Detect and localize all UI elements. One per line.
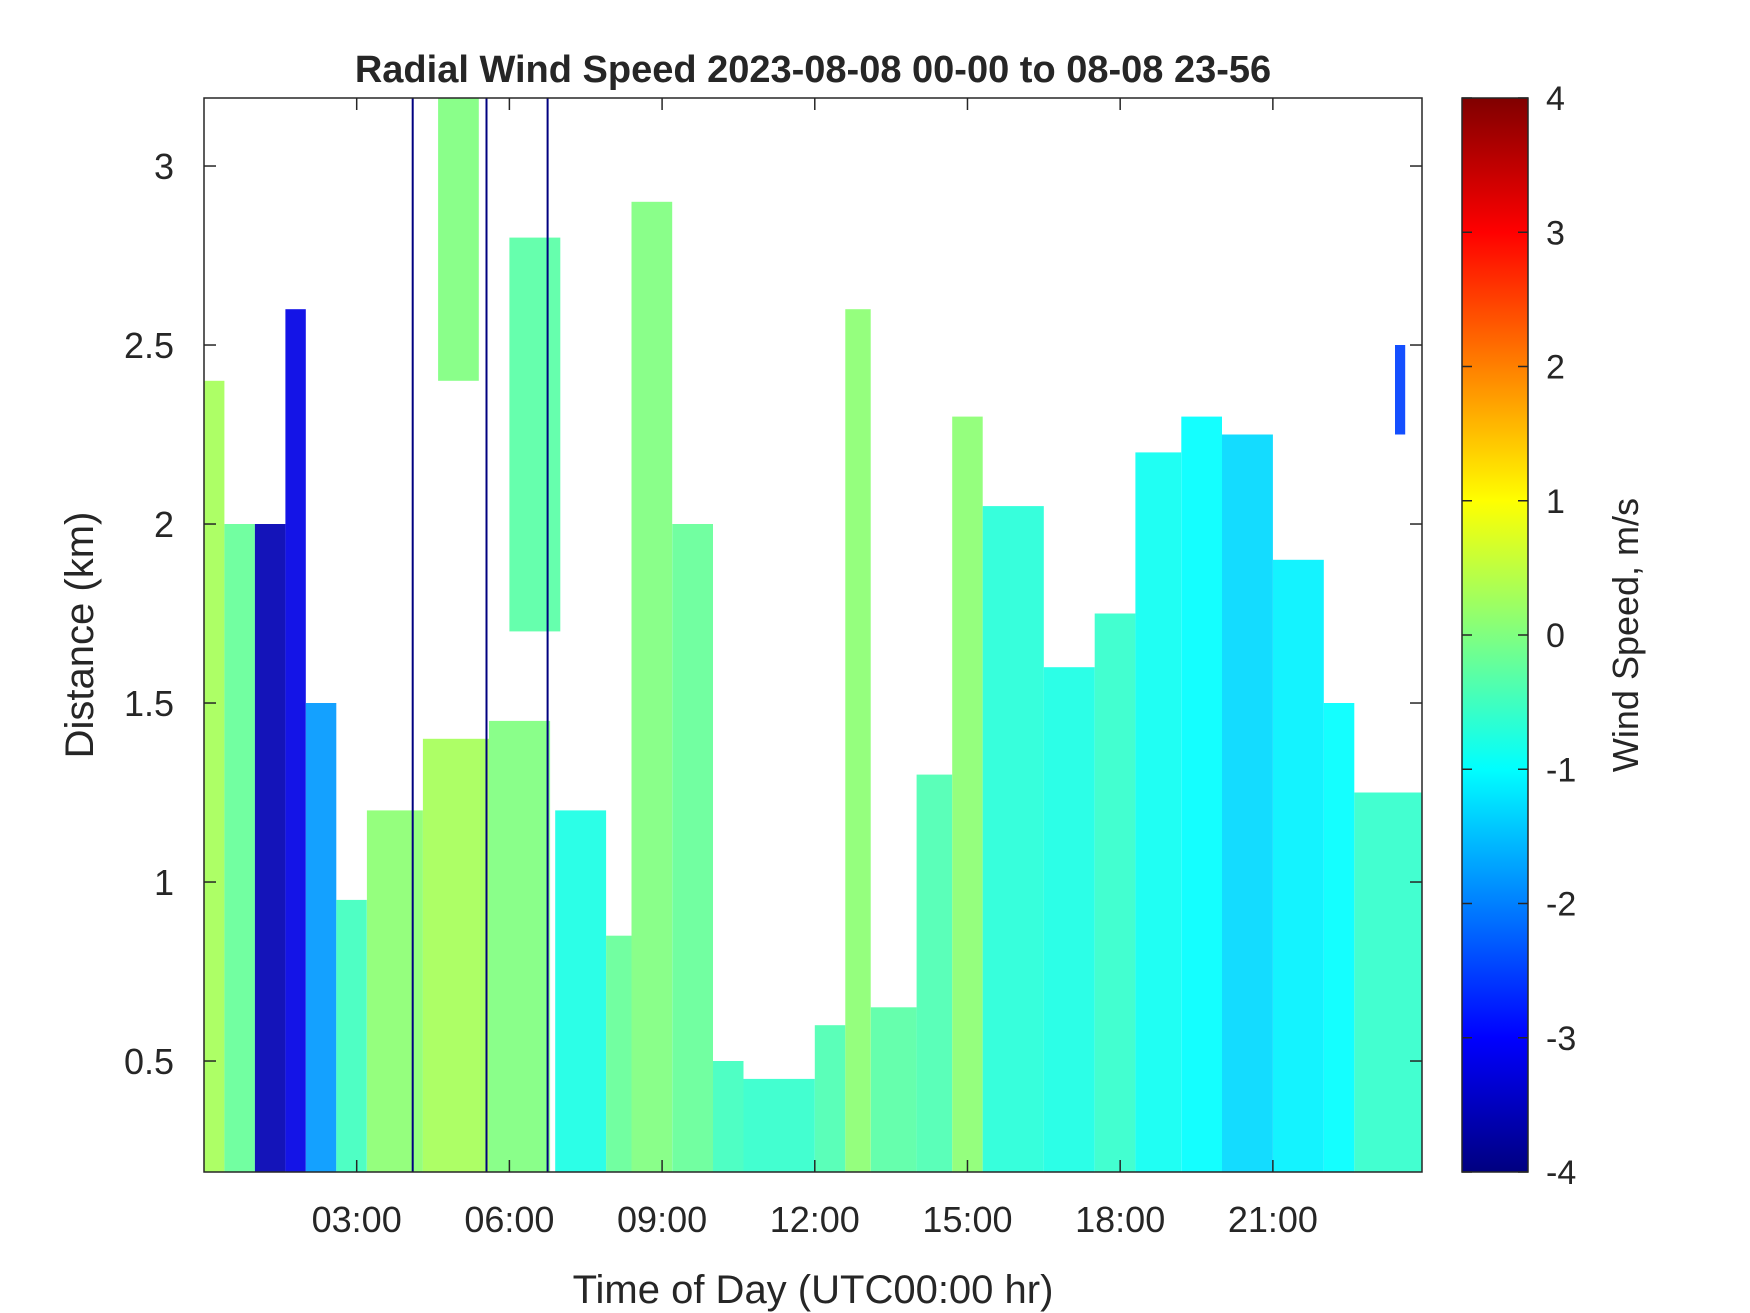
chart-title: Radial Wind Speed 2023-08-08 00-00 to 08… <box>355 49 1271 91</box>
plot-frame <box>203 97 1423 1173</box>
x-tick-label-0: 03:00 <box>312 1199 402 1240</box>
heatmap-region-23 <box>1043 667 1095 1172</box>
x-axis: 03:00 06:00 09:00 12:00 15:00 18:00 21:00 <box>312 98 1318 1240</box>
heatmap-region-30 <box>1354 792 1422 1172</box>
heatmap-region-4 <box>305 703 337 1172</box>
y-axis: 0.5 1 1.5 2 2.5 3 <box>124 146 1422 1082</box>
x-tick-label-5: 18:00 <box>1075 1199 1165 1240</box>
heatmap-region-27 <box>1222 434 1273 1172</box>
colorbar-tick-label-1: 3 <box>1546 214 1565 252</box>
colorbar: 4 3 2 1 0 -1 -2 -3 -4 <box>1461 80 1576 1192</box>
heatmap-region-9 <box>489 720 551 1172</box>
heatmap-region-31 <box>1395 345 1406 435</box>
heatmap-region-3 <box>285 309 306 1172</box>
x-tick-label-2: 09:00 <box>617 1199 707 1240</box>
x-tick-label-1: 06:00 <box>464 1199 554 1240</box>
colorbar-tick-label-8: -4 <box>1546 1154 1576 1192</box>
heatmap-region-7 <box>422 738 490 1172</box>
y-axis-label: Distance (km) <box>58 512 102 759</box>
y-tick-label-2: 1.5 <box>124 683 174 724</box>
heatmap-region-6 <box>366 810 423 1172</box>
heatmap-region-26 <box>1181 416 1222 1173</box>
heatmap-region-29 <box>1323 703 1355 1172</box>
heatmap-region-14 <box>672 524 713 1172</box>
y-tick-label-4: 2.5 <box>124 325 174 366</box>
x-axis-label: Time of Day (UTC00:00 hr) <box>573 1268 1054 1312</box>
y-tick-label-5: 3 <box>154 146 174 187</box>
heatmap-region-11 <box>555 810 607 1172</box>
colorbar-tick-label-4: 0 <box>1546 617 1565 655</box>
heatmap-region-5 <box>336 899 367 1172</box>
colorbar-tick-label-6: -2 <box>1546 886 1576 924</box>
heatmap-region-19 <box>870 1007 917 1172</box>
heatmap-region-24 <box>1094 613 1136 1172</box>
heatmap-region-8 <box>438 98 479 381</box>
heatmap-region-10 <box>509 237 561 632</box>
heatmap-region-13 <box>631 201 673 1173</box>
y-tick-label-3: 2 <box>154 504 174 545</box>
heatmap-region-28 <box>1272 559 1324 1172</box>
colorbar-gradient <box>1461 97 1529 1173</box>
x-tick-label-6: 21:00 <box>1228 1199 1318 1240</box>
heatmap-region-20 <box>916 774 953 1172</box>
heatmap-region-17 <box>814 1025 846 1172</box>
y-tick-label-1: 1 <box>154 862 174 903</box>
heatmap-plot-area <box>204 98 1422 1173</box>
heatmap-region-12 <box>606 935 632 1172</box>
heatmap-region-18 <box>845 309 871 1172</box>
colorbar-label: Wind Speed, m/s <box>1605 498 1646 772</box>
heatmap-region-21 <box>952 416 983 1173</box>
heatmap-region-1 <box>224 524 255 1172</box>
heatmap-region-16 <box>743 1078 815 1172</box>
y-tick-label-0: 0.5 <box>124 1041 174 1082</box>
heatmap-region-15 <box>713 1061 744 1172</box>
colorbar-tick-label-7: -3 <box>1546 1020 1576 1058</box>
x-tick-label-3: 12:00 <box>770 1199 860 1240</box>
heatmap-region-22 <box>982 506 1044 1173</box>
heatmap-region-25 <box>1135 452 1182 1172</box>
heatmap-region-0 <box>204 380 225 1172</box>
colorbar-tick-label-2: 2 <box>1546 349 1565 387</box>
x-tick-label-4: 15:00 <box>922 1199 1012 1240</box>
colorbar-tick-label-5: -1 <box>1546 751 1576 789</box>
colorbar-tick-label-3: 1 <box>1546 483 1565 521</box>
heatmap-region-2 <box>254 524 286 1172</box>
colorbar-tick-label-0: 4 <box>1546 80 1565 118</box>
